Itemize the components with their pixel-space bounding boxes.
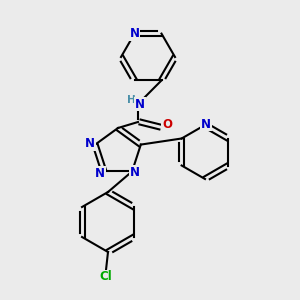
Text: H: H — [127, 95, 135, 105]
Text: N: N — [201, 118, 211, 130]
Text: N: N — [130, 27, 140, 40]
Text: N: N — [85, 137, 95, 150]
Text: N: N — [130, 166, 140, 179]
Text: Cl: Cl — [100, 271, 112, 284]
Text: O: O — [162, 118, 172, 131]
Text: N: N — [135, 98, 145, 110]
Text: N: N — [95, 167, 105, 180]
